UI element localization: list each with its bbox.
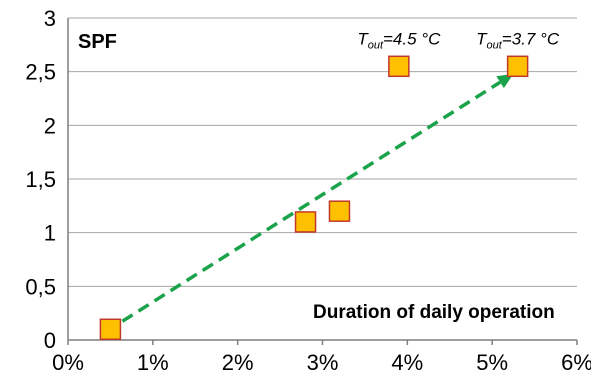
y-tick-label: 2,5 — [25, 60, 56, 85]
y-tick-label: 0 — [44, 328, 56, 353]
temperature-annotation: Tout=3.7 °C — [476, 29, 560, 51]
data-point — [506, 55, 529, 78]
trend-arrow-line — [121, 80, 502, 323]
x-tick-label: 5% — [476, 350, 508, 375]
x-tick-label: 6% — [561, 350, 591, 375]
x-tick-labels: 0% 1% 2% 3% 4% 5% 6% — [52, 350, 591, 375]
x-tick-label: 2% — [222, 350, 254, 375]
chart-title: SPF — [78, 31, 117, 53]
y-tick-label: 0,5 — [25, 274, 56, 299]
y-tick-label: 1 — [44, 221, 56, 246]
y-tick-label: 1,5 — [25, 167, 56, 192]
x-tick-label: 0% — [52, 350, 84, 375]
y-tick-label: 2 — [44, 113, 56, 138]
data-point — [328, 200, 351, 222]
x-tick-label: 3% — [307, 350, 339, 375]
x-axis-label: Duration of daily operation — [313, 302, 555, 323]
data-point — [388, 55, 410, 78]
axes — [67, 18, 578, 345]
x-tick-label: 1% — [137, 350, 169, 375]
temperature-annotation: Tout=4.5 °C — [357, 29, 441, 51]
data-point — [294, 211, 317, 233]
trend-arrow-head — [496, 73, 514, 89]
y-tick-labels: 0 0,5 1 1,5 2 2,5 3 — [25, 6, 56, 353]
trend-arrow-group — [121, 73, 514, 323]
annotations: Tout=4.5 °C Tout=3.7 °C — [357, 29, 560, 51]
y-tick-label: 3 — [44, 6, 56, 31]
x-tick-label: 4% — [391, 350, 423, 375]
data-points — [99, 55, 529, 341]
data-point — [99, 318, 122, 341]
gridlines — [68, 17, 577, 287]
